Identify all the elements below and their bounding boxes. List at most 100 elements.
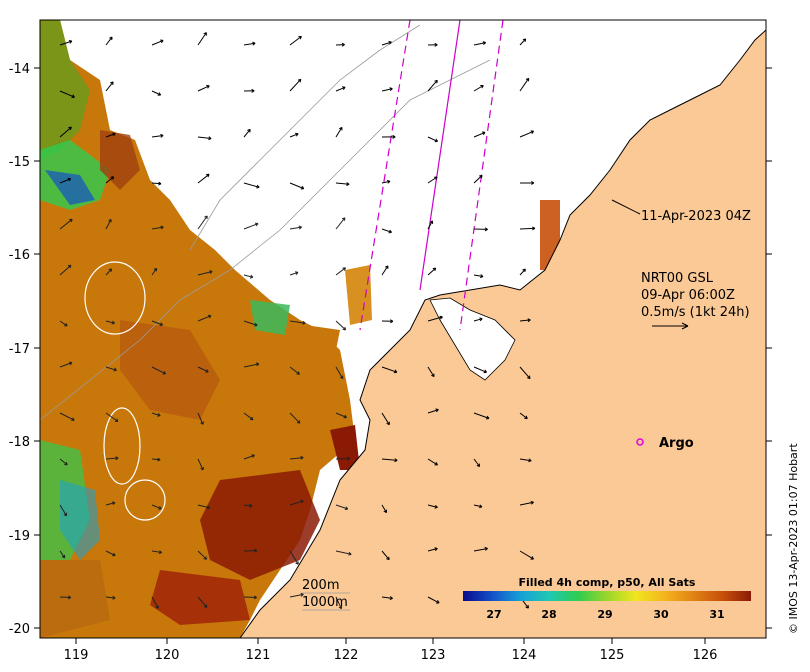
current-arrow-head	[480, 85, 484, 89]
current-arrow	[151, 320, 163, 326]
current-arrow	[243, 42, 256, 46]
current-arrow	[381, 458, 398, 461]
current-arrow-head	[439, 315, 443, 320]
current-arrow-head	[67, 177, 72, 182]
current-arrow	[59, 362, 73, 368]
current-arrow-head	[532, 226, 536, 231]
current-arrow-head	[342, 86, 346, 90]
current-arrow-head	[389, 596, 393, 601]
current-arrow-head	[434, 504, 438, 509]
current-arrow	[289, 457, 304, 460]
current-arrow-head	[296, 420, 301, 424]
current-arrow-head	[435, 408, 439, 413]
current-arrow-head	[209, 270, 213, 274]
current-arrow	[59, 412, 75, 421]
current-arrow-head	[157, 457, 161, 462]
current-arrows	[59, 32, 536, 610]
current-arrow	[335, 217, 346, 230]
current-arrow-head	[64, 461, 68, 466]
isobath-1000-label: 1000m	[302, 595, 348, 610]
current-arrow-head	[525, 605, 529, 609]
current-arrow-head	[479, 317, 483, 322]
current-arrow	[59, 126, 72, 138]
current-arrow	[335, 320, 346, 331]
current-arrow-head	[484, 546, 488, 551]
current-arrow-head	[247, 128, 251, 133]
current-arrow-head	[525, 77, 530, 82]
current-arrow	[519, 38, 527, 46]
current-arrow	[381, 550, 390, 561]
current-arrow-head	[300, 499, 304, 504]
current-arrow	[197, 271, 213, 276]
current-arrow-head	[204, 215, 208, 220]
current-arrow	[427, 458, 438, 466]
current-arrow	[197, 215, 208, 230]
current-arrow	[519, 130, 534, 138]
current-arrow-head	[160, 225, 164, 230]
current-arrow	[105, 412, 119, 422]
current-arrow	[289, 182, 304, 190]
current-arrow	[289, 271, 299, 276]
current-arrow	[335, 366, 344, 379]
current-arrow-head	[434, 547, 438, 551]
colorbar-title: Filled 4h comp, p50, All Sats	[519, 576, 696, 589]
current-arrow	[381, 596, 393, 599]
current-arrow-head	[392, 134, 396, 139]
current-arrow-head	[256, 184, 260, 189]
current-arrow	[59, 178, 71, 184]
current-arrow-head	[528, 458, 532, 463]
current-arrow	[335, 127, 343, 138]
current-arrow	[381, 366, 398, 373]
current-arrow-head	[160, 133, 164, 138]
current-arrow	[197, 458, 204, 471]
current-arrow-head	[346, 182, 350, 186]
x-tick-label: 119	[64, 648, 89, 663]
current-arrow	[381, 228, 392, 233]
current-arrow-head	[342, 267, 346, 271]
current-arrow	[473, 458, 481, 467]
current-arrow	[427, 548, 438, 552]
current-arrow	[427, 136, 438, 142]
current-arrow-head	[431, 373, 435, 378]
current-arrow-head	[158, 181, 162, 186]
current-arrow	[381, 88, 393, 92]
current-arrow-head	[294, 271, 299, 276]
current-arrow-head	[254, 222, 259, 227]
current-arrow-head	[383, 509, 387, 514]
current-arrow	[105, 550, 116, 556]
current-arrow	[427, 79, 438, 92]
colorbar-tick-label: 28	[541, 608, 556, 621]
current-arrow-head	[295, 561, 299, 565]
current-arrow-head	[203, 32, 207, 36]
colorbar-tick-label: 29	[597, 608, 612, 621]
current-arrow-head	[483, 369, 488, 374]
current-arrow	[197, 173, 210, 184]
current-arrow-head	[158, 550, 163, 555]
current-arrow	[59, 504, 67, 517]
current-arrow-head	[112, 132, 116, 137]
current-arrow	[473, 131, 486, 138]
current-arrow	[335, 182, 350, 185]
current-arrow-head	[295, 132, 299, 137]
current-arrow	[59, 596, 71, 598]
current-arrow	[519, 78, 530, 92]
current-arrow	[197, 136, 212, 139]
current-arrow	[151, 268, 158, 276]
current-arrow	[243, 363, 260, 368]
x-tick-label: 123	[421, 648, 446, 663]
current-arrow-head	[162, 371, 167, 375]
current-arrow-head	[348, 551, 352, 556]
current-arrow-head	[153, 267, 158, 272]
current-arrow	[289, 226, 302, 230]
current-arrow-head	[208, 136, 212, 141]
current-arrow	[59, 264, 72, 276]
current-arrow	[519, 550, 534, 560]
current-arrow-head	[386, 421, 390, 426]
current-arrow	[335, 86, 346, 92]
current-arrow	[289, 320, 306, 324]
current-arrow-head	[484, 227, 488, 232]
current-arrow-head	[530, 130, 534, 134]
current-arrow	[289, 593, 304, 598]
current-arrow	[105, 81, 114, 92]
colorbar-tick-label: 30	[653, 608, 669, 621]
